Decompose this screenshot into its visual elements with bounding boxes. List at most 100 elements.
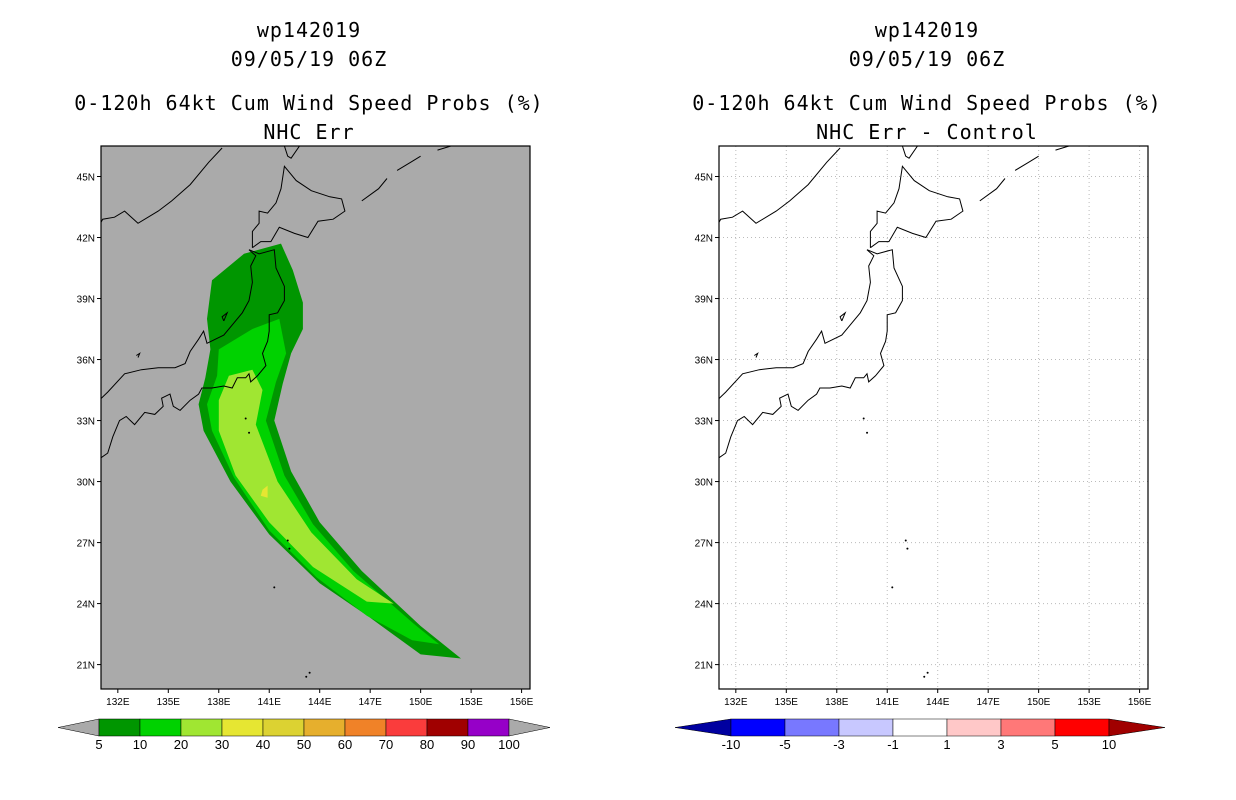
colorbar-label: 50: [297, 737, 311, 752]
lon-tick-label: 153E: [1077, 697, 1101, 708]
lon-tick-label: 141E: [258, 697, 282, 708]
island: [305, 675, 308, 678]
colorbar-end-low: [57, 718, 100, 737]
colorbar-label: 3: [997, 737, 1004, 752]
left-panel: wp142019 09/05/19 06Z 0-120h 64kt Cum Wi…: [57, 18, 551, 752]
coastline: [101, 249, 257, 400]
colorbar-label: 100: [498, 737, 520, 752]
probability-contour-20: [218, 369, 394, 604]
probability-contour-10: [207, 318, 440, 645]
product-title: 0-120h 64kt Cum Wind Speed Probs (%): [74, 91, 544, 115]
colorbar-label: 40: [256, 737, 270, 752]
lat-tick-label: 42N: [77, 234, 95, 245]
colorbar-label: -10: [722, 737, 741, 752]
storm-id-title: wp142019: [256, 18, 362, 42]
lat-tick-label: 39N: [77, 295, 95, 306]
colorbar-segment: [784, 718, 840, 737]
colorbar-segment: [262, 718, 305, 737]
island: [862, 417, 865, 420]
colorbar-segment: [426, 718, 469, 737]
product-title: 0-120h 64kt Cum Wind Speed Probs (%): [692, 91, 1162, 115]
colorbar-label: 90: [461, 737, 475, 752]
colorbar-label: -3: [833, 737, 845, 752]
colorbar-segment: [1000, 718, 1056, 737]
lat-tick-label: 21N: [77, 661, 95, 672]
coastline: [396, 155, 421, 171]
map-frame: [100, 145, 531, 690]
lat-tick-label: 42N: [695, 234, 713, 245]
lat-tick-label: 45N: [695, 173, 713, 184]
colorbar-segment: [344, 718, 387, 737]
colorbar-label: 1: [943, 737, 950, 752]
colorbar-label: 5: [95, 737, 102, 752]
difference-map: 132E 135E 138E 141E 144E 147E 150E 153E 156E 45N 4…: [674, 145, 1166, 752]
colorbar-end-high: [1108, 718, 1166, 737]
lat-tick-label: 30N: [77, 478, 95, 489]
lon-tick-label: 144E: [926, 697, 950, 708]
colorbar-label: 60: [338, 737, 352, 752]
coastline: [839, 311, 847, 322]
coastline: [719, 249, 903, 459]
probability-contour-30: [260, 485, 268, 498]
colorbar-segment: [98, 718, 141, 737]
colorbar-segment: [730, 718, 786, 737]
coastline: [136, 352, 141, 358]
lon-tick-label: 138E: [207, 697, 231, 708]
coastline: [719, 147, 841, 224]
island: [273, 586, 276, 589]
coastline: [101, 147, 223, 224]
lat-tick-label: 21N: [695, 661, 713, 672]
coastline: [901, 146, 925, 159]
lon-tick-label: 147E: [358, 697, 382, 708]
lon-tick-label: 153E: [459, 697, 483, 708]
lat-tick-label: 45N: [77, 173, 95, 184]
colorbar-segment: [1054, 718, 1110, 737]
colorbar-segment: [946, 718, 1002, 737]
coastline: [1055, 146, 1071, 151]
island: [248, 431, 251, 434]
experiment-title: NHC Err: [263, 120, 355, 144]
island: [866, 431, 869, 434]
map-frame: [718, 145, 1149, 690]
lon-tick-label: 150E: [409, 697, 433, 708]
lat-tick-label: 36N: [695, 356, 713, 367]
colorbar-segment: [221, 718, 264, 737]
island: [286, 539, 289, 542]
lon-tick-label: 138E: [825, 697, 849, 708]
lat-tick-label: 33N: [77, 417, 95, 428]
coastline: [221, 311, 229, 322]
island: [923, 675, 926, 678]
lat-tick-label: 33N: [695, 417, 713, 428]
coastline: [101, 249, 285, 459]
lon-tick-label: 132E: [724, 697, 748, 708]
coastline: [361, 178, 388, 202]
lon-tick-label: 156E: [1128, 697, 1152, 708]
island: [926, 671, 929, 674]
coastline: [754, 352, 759, 358]
colorbar-label: 10: [133, 737, 147, 752]
coastlines: [719, 146, 1071, 678]
colorbar-label: 5: [1051, 737, 1058, 752]
island: [288, 547, 291, 550]
colorbar-label: 70: [379, 737, 393, 752]
coastline: [719, 249, 875, 400]
storm-id-title: wp142019: [874, 18, 980, 42]
coastline: [283, 146, 307, 159]
right-panel: wp142019 09/05/19 06Z 0-120h 64kt Cum Wi…: [618, 0, 1236, 800]
lon-tick-label: 135E: [775, 697, 799, 708]
lon-tick-label: 156E: [510, 697, 534, 708]
datetime-title: 09/05/19 06Z: [848, 47, 1006, 71]
colorbar-label: 30: [215, 737, 229, 752]
colorbar-segment: [180, 718, 223, 737]
colorbar-label: 80: [420, 737, 434, 752]
island: [906, 547, 909, 550]
lon-tick-label: 147E: [976, 697, 1000, 708]
colorbar-segment: [838, 718, 894, 737]
island: [308, 671, 311, 674]
colorbar-segment: [139, 718, 182, 737]
island: [891, 586, 894, 589]
lat-tick-label: 36N: [77, 356, 95, 367]
coastline: [869, 165, 964, 249]
coastline: [251, 165, 346, 249]
coastlines: [101, 146, 453, 678]
